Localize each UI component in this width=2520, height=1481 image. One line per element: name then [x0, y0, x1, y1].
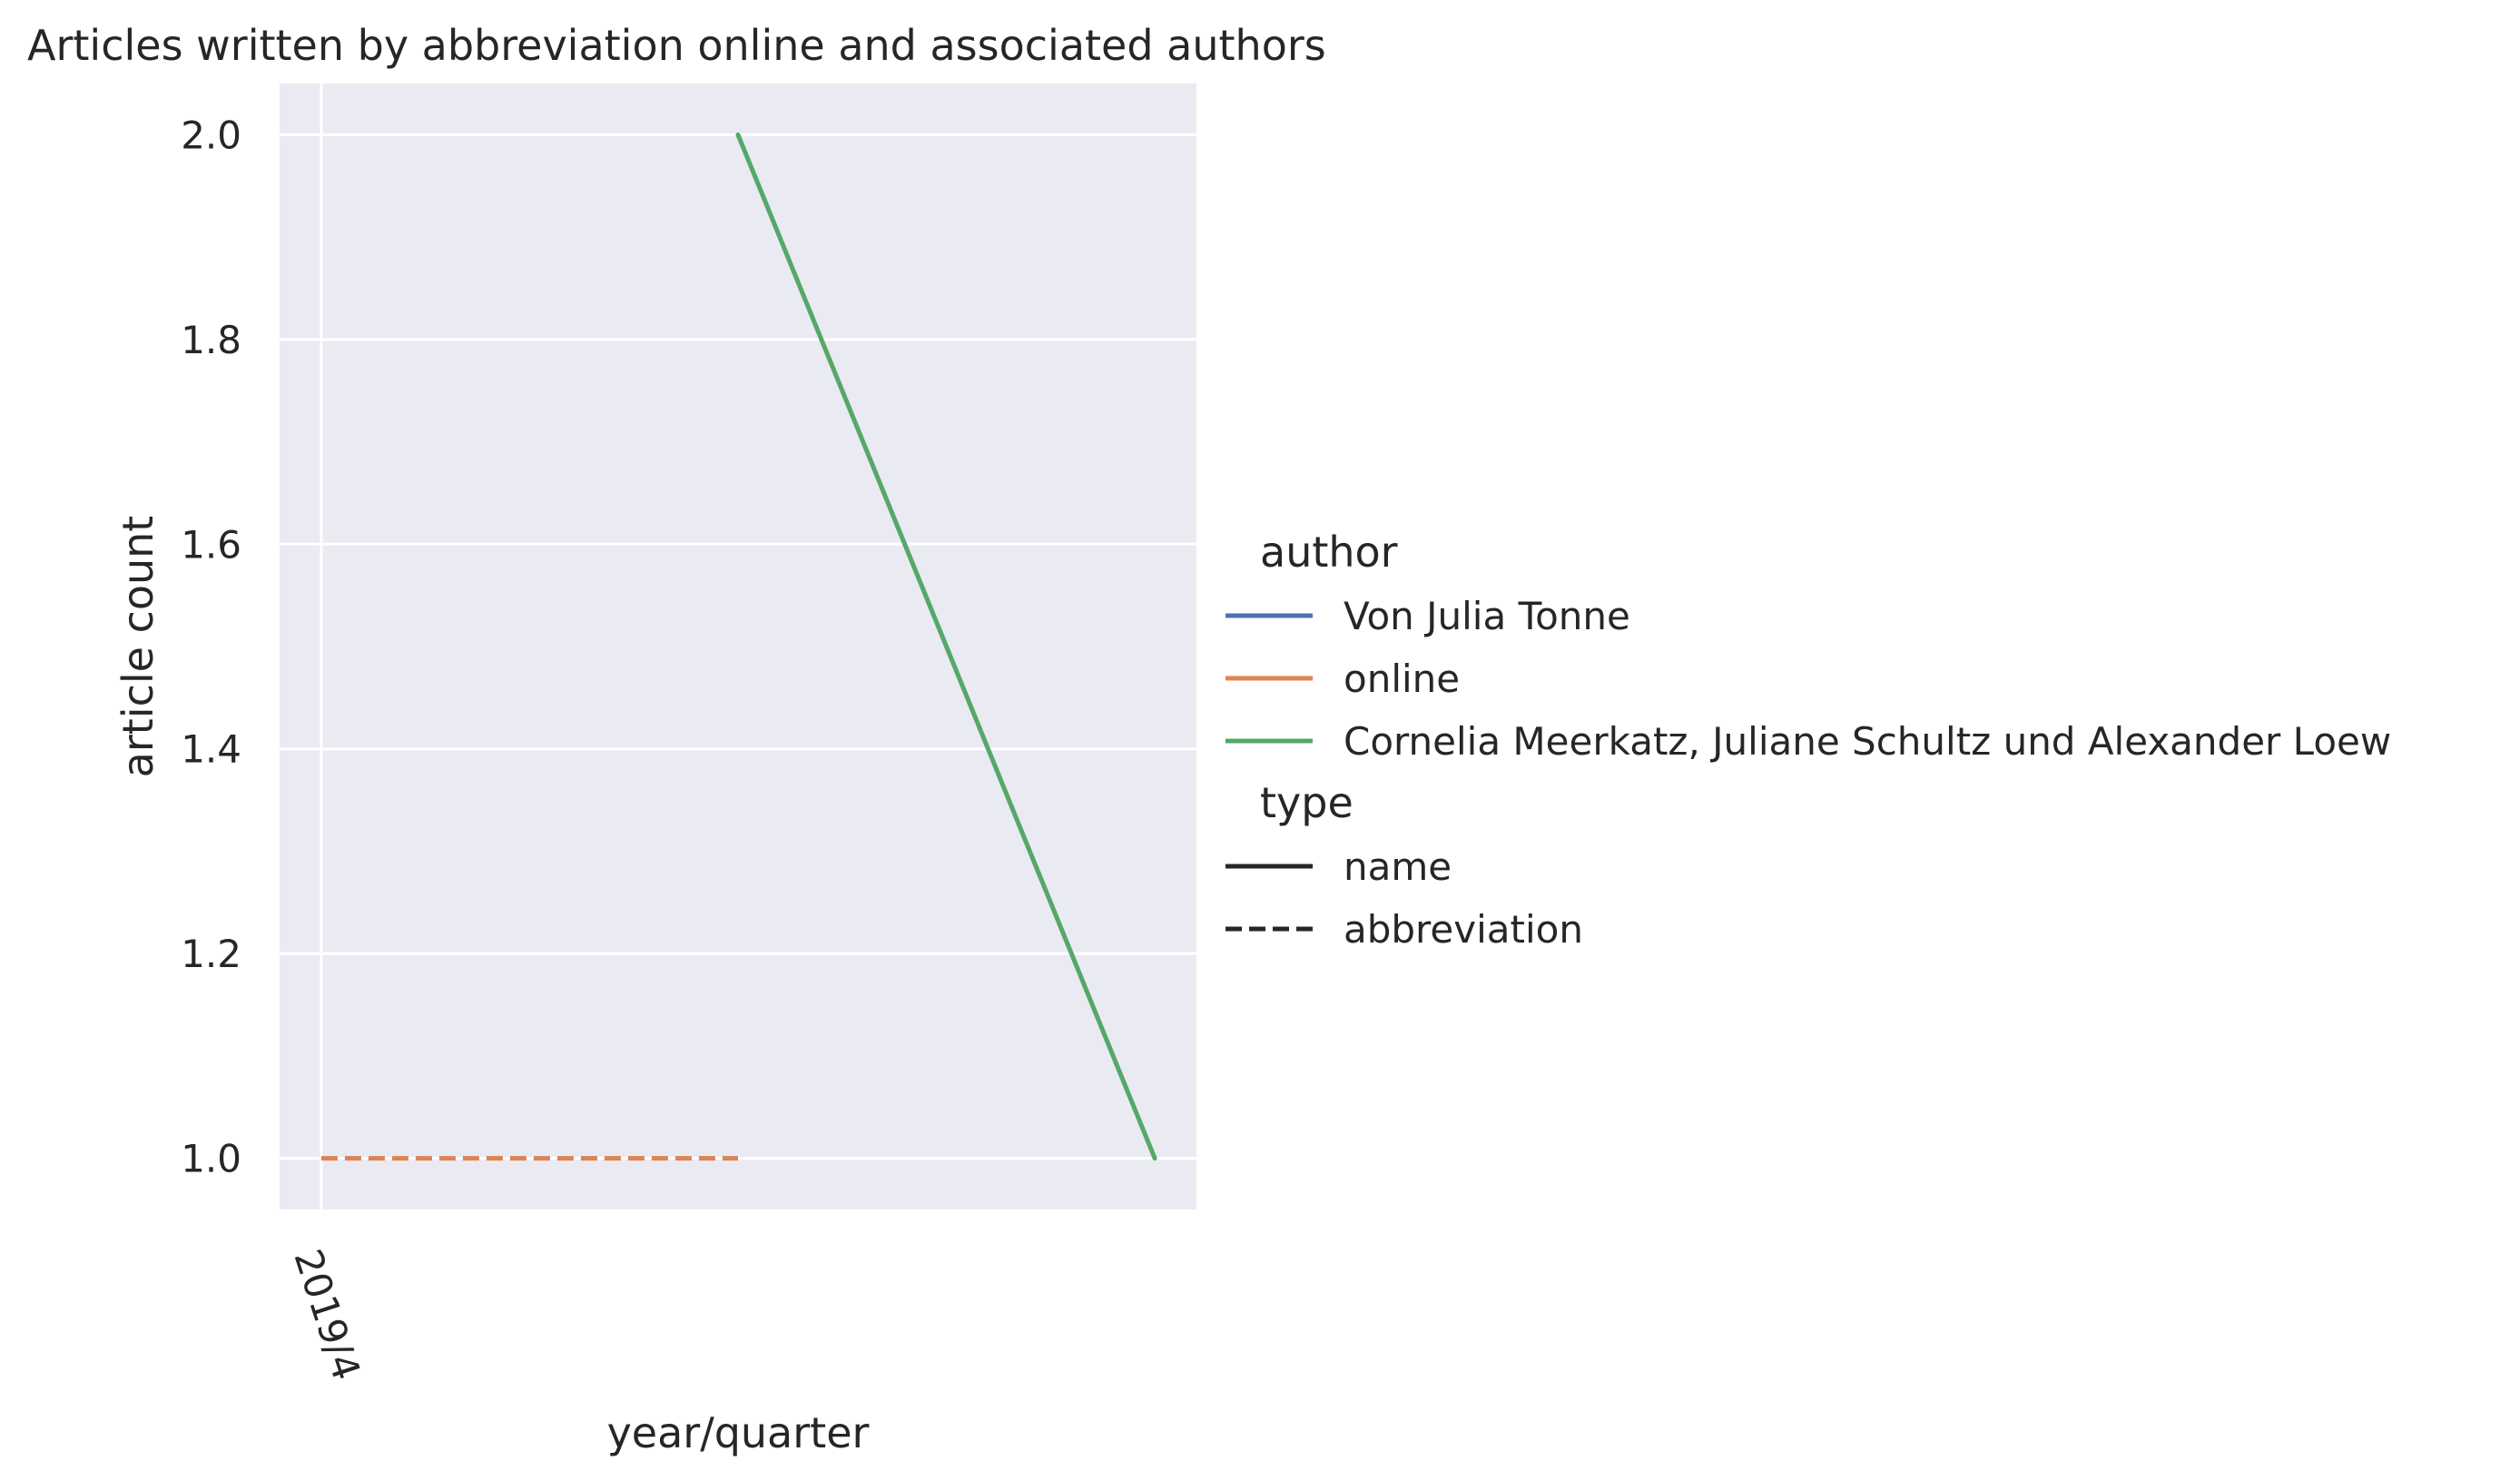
legend-item-type: abbreviation [1344, 907, 1583, 952]
legend-item-author: Cornelia Meerkatz, Juliane Schultz und A… [1344, 719, 2391, 764]
y-tick-label: 1.0 [181, 1137, 241, 1181]
legend-item-author: online [1344, 657, 1460, 701]
y-tick-label: 1.6 [181, 522, 241, 567]
legend-type-heading: type [1260, 778, 1354, 827]
y-tick-label: 1.2 [181, 932, 241, 976]
plot-area [280, 84, 1196, 1209]
legend-item-type: name [1344, 844, 1452, 889]
x-axis-label: year/quarter [607, 1408, 870, 1457]
y-ticks: 1.0 1.2 1.4 1.6 1.8 2.0 [181, 113, 241, 1180]
legend-item-author: Von Julia Tonne [1344, 594, 1630, 638]
x-tick-label: 2019/4 [285, 1244, 369, 1386]
legend-author-heading: author [1260, 528, 1398, 577]
y-tick-label: 2.0 [181, 113, 241, 157]
y-axis-label: article count [113, 516, 162, 778]
series-line-2 [735, 132, 1157, 1161]
x-ticks: 2019/4 [285, 1244, 369, 1386]
legend: author Von Julia Tonne online Cornelia Meer… [1226, 528, 2391, 952]
series [320, 132, 1157, 1161]
y-tick-label: 1.4 [181, 727, 241, 772]
chart-title: Articles written by abbreviation online … [27, 21, 1326, 70]
y-tick-label: 1.8 [181, 318, 241, 362]
